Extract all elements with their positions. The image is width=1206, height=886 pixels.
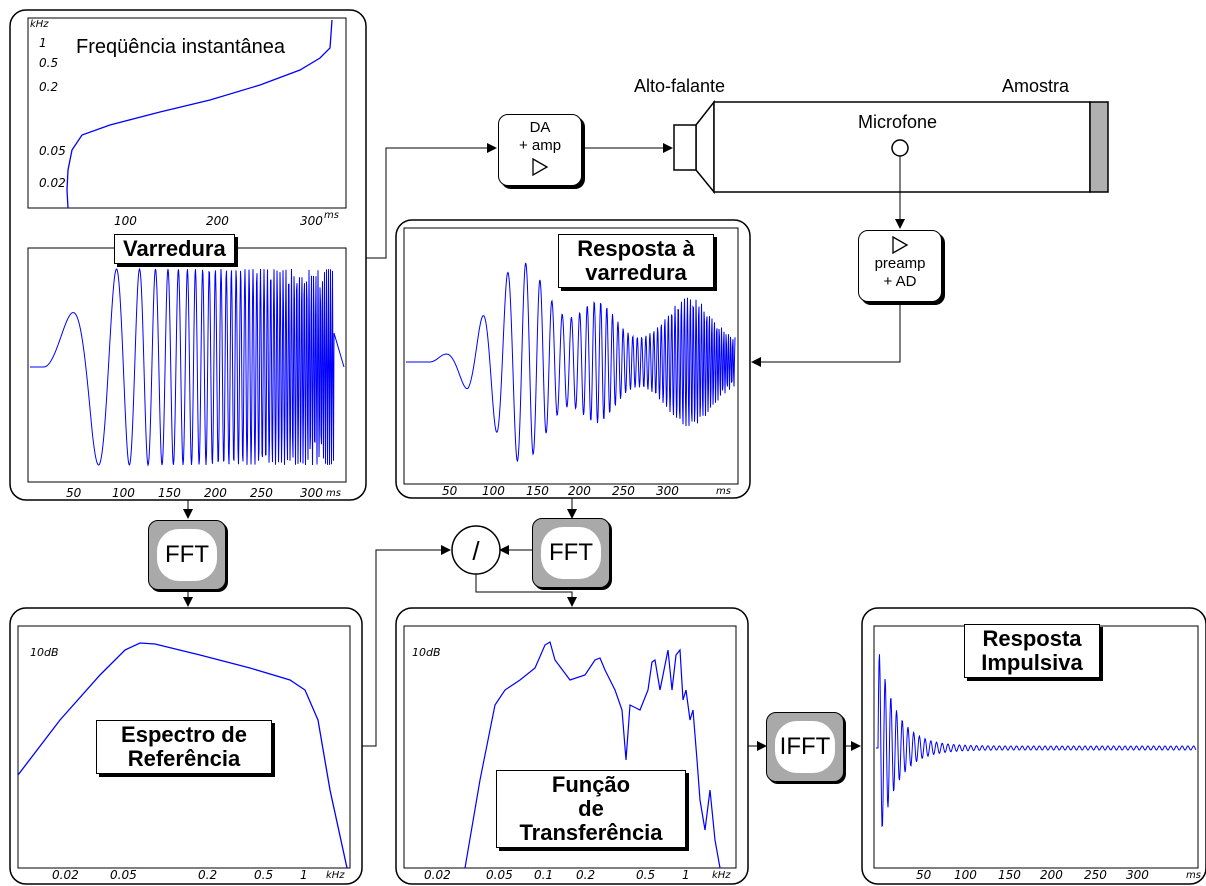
response-unit-x: ms [716,486,731,497]
freq-xtick-200: 200 [206,214,229,228]
da-line2: + amp [518,137,562,154]
response-xtick-200: 200 [568,484,591,498]
amplifier-icon [532,157,549,177]
connector-ref-to-divide [362,545,451,747]
da-line1: DA [529,119,551,136]
fft-block-2: FFT [532,518,610,588]
ifft-block: IFFT [766,712,844,782]
freq-ytick-02: 0.2 [39,80,59,94]
response-title-line2: varredura [585,260,687,285]
transfer-xtick-02: 0.2 [576,868,596,882]
sweep-xtick-250: 250 [250,486,273,500]
response-xtick-50: 50 [442,484,458,498]
freq-xtick-300: 300 [300,214,323,228]
impulse-title-line1: Resposta [982,626,1082,651]
sweep-unit-x: ms [326,488,341,499]
ref-xtick-02: 0.2 [198,868,218,882]
response-waveform [406,262,736,463]
impulse-xtick-250: 250 [1084,868,1107,882]
divide-node [451,525,501,575]
transfer-xtick-05: 0.5 [636,868,656,882]
divide-symbol: / [472,536,480,566]
ref-title-line2: Referência [127,746,241,771]
transfer-xtick-005: 0.05 [486,868,513,882]
microphone-label: Microfone [858,112,938,132]
sample-label: Amostra [1002,76,1070,96]
transfer-title-line1: Função [551,772,631,797]
response-xtick-100: 100 [482,484,505,498]
freq-ytick-1: 1 [39,36,47,50]
sweep-xtick-150: 150 [158,486,181,500]
response-title-line1: Resposta à [577,236,695,261]
fft-label-1: FFT [165,541,209,568]
preamp-line2: + AD [883,273,917,290]
ref-spectrum-title: Espectro de Referência [96,720,272,774]
impulse-title: Resposta Impulsiva [964,624,1100,678]
impulse-xtick-200: 200 [1040,868,1063,882]
sweep-waveform [30,267,345,467]
impulse-unit-x: ms [1186,870,1201,881]
da-amp-block: DA + amp [498,114,582,186]
impulse-title-line2: Impulsiva [981,650,1083,675]
loudspeaker-body [673,124,697,171]
ref-xtick-1: 1 [300,868,308,882]
fft-label-2: FFT [549,539,593,566]
freq-xtick-100: 100 [114,214,137,228]
preamp-line1: preamp [874,255,926,272]
freq-unit-y: kHz [30,19,49,30]
response-xtick-300: 300 [656,484,679,498]
sweep-xtick-50: 50 [66,486,82,500]
plot-freq [27,17,347,209]
ref-xtick-05: 0.5 [254,868,274,882]
sweep-xtick-300: 300 [300,486,323,500]
impulse-xtick-150: 150 [998,868,1021,882]
transfer-xtick-1: 1 [682,868,690,882]
loudspeaker-label: Alto-falante [634,76,726,96]
ref-xtick-002: 0.02 [52,868,79,882]
connector-preamp-to-response [751,300,901,367]
freq-unit-x: ms [324,210,339,221]
connector-sweep-to-da [366,143,497,259]
transfer-curve [464,641,721,869]
microphone-icon [891,139,909,157]
loudspeaker-shape [695,99,715,195]
freq-panel-title: Freqüência instantânea [76,36,286,58]
transfer-unit-x: kHz [712,870,731,881]
preamp-ad-block: preamp + AD [858,230,942,302]
fft-block-1: FFT [148,520,226,590]
transfer-xtick-002: 0.02 [424,868,451,882]
ref-title-line1: Espectro de [121,722,247,747]
ref-db-label: 10dB [30,646,59,659]
transfer-title-line3: Transferência [519,820,663,845]
sweep-xtick-200: 200 [204,486,227,500]
transfer-xtick-01: 0.1 [534,868,554,882]
response-xtick-150: 150 [526,484,549,498]
impulse-xtick-300: 300 [1126,868,1149,882]
response-panel-title: Resposta à varredura [558,234,714,288]
ref-xtick-005: 0.05 [110,868,137,882]
freq-ytick-05: 0.5 [39,56,59,70]
transfer-title-line2: de [578,796,604,821]
sweep-xtick-100: 100 [112,486,135,500]
impulse-waveform [876,654,1197,828]
freq-ytick-002: 0.02 [39,176,66,190]
freq-curve [66,19,333,209]
freq-ytick-005: 0.05 [39,144,66,158]
ref-spectrum-curve [17,642,348,869]
preamp-icon [892,235,909,255]
ifft-label: IFFT [779,733,831,760]
sweep-panel-title: Varredura [114,234,235,264]
sample-block [1089,101,1109,193]
response-xtick-250: 250 [612,484,635,498]
transfer-db-label: 10dB [412,646,441,659]
transfer-title: Função de Transferência [496,770,686,848]
connector-divide-to-transfer [475,574,577,607]
ref-unit-x: kHz [326,870,345,881]
impulse-xtick-50: 50 [916,868,932,882]
impulse-xtick-100: 100 [954,868,977,882]
